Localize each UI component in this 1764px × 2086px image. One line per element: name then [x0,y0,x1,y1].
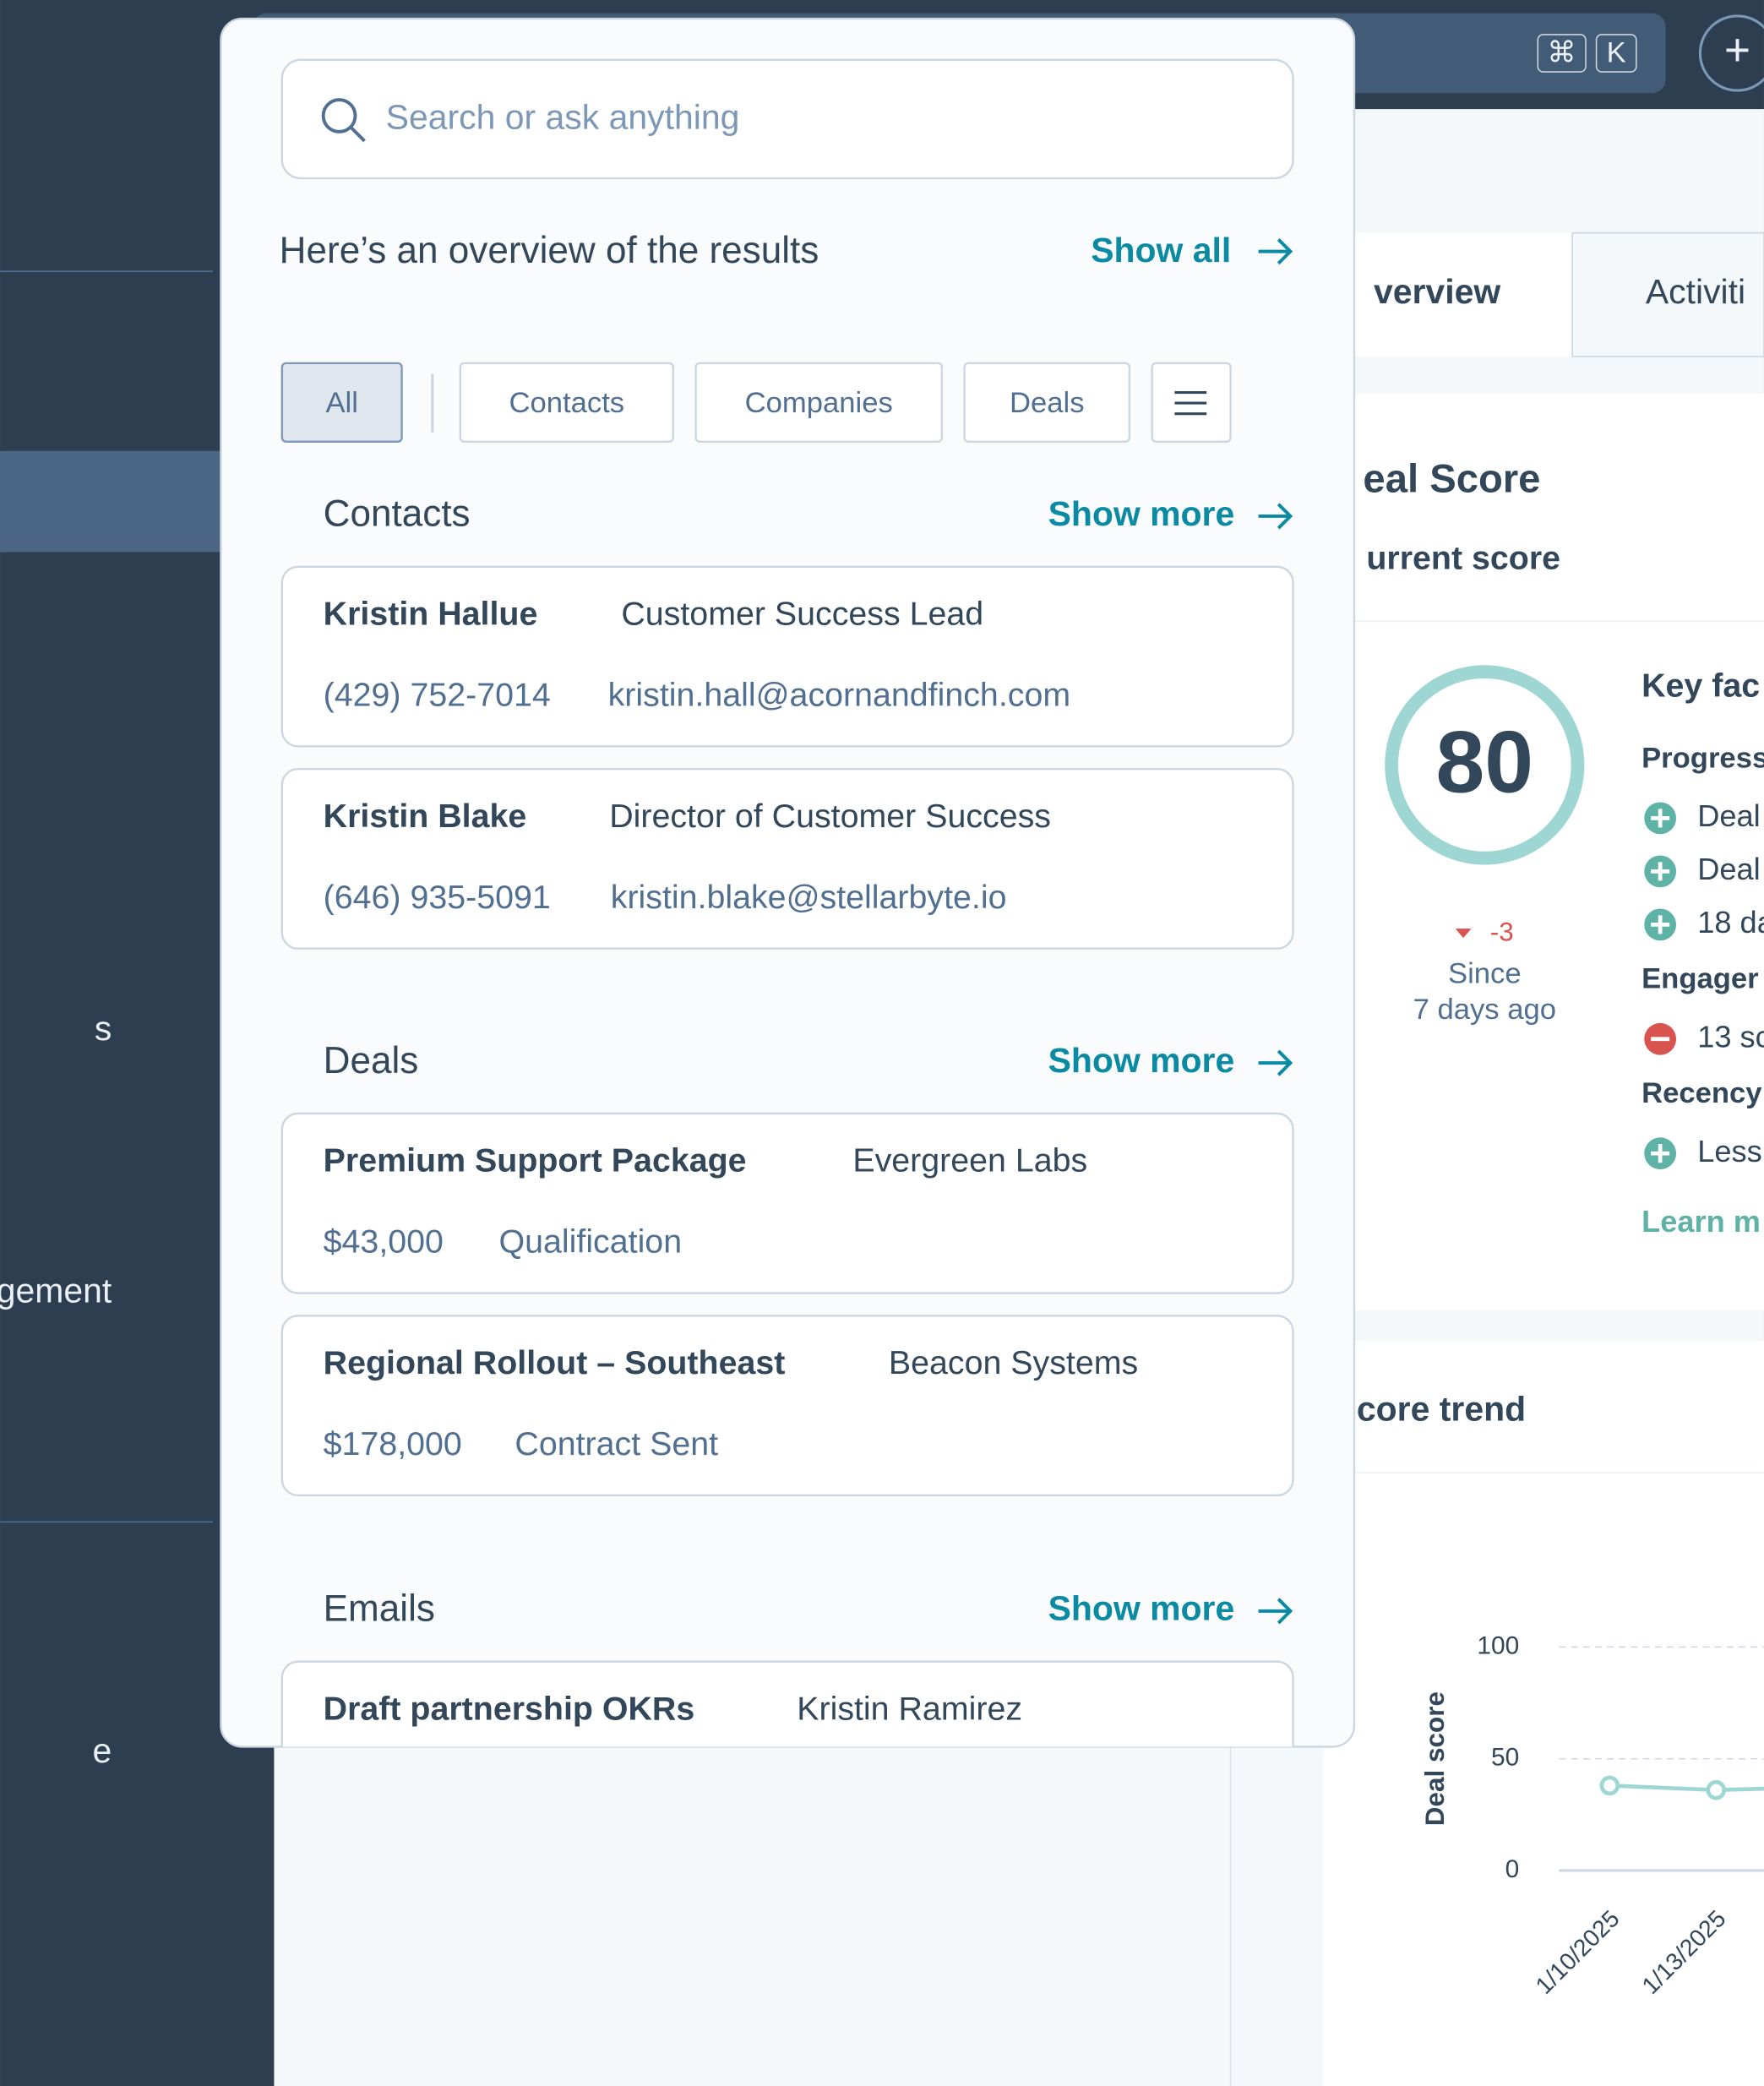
result-card[interactable] [280,1112,1294,1294]
search-icon [321,98,357,133]
search-icon [350,126,366,143]
y-tick-label: 50 [1491,1744,1519,1772]
axis-title: Deal score [1419,1691,1450,1826]
tab-label: Activiti [1646,272,1745,311]
result-meta: (429) 752-7014 [324,676,551,713]
add-button[interactable] [1698,14,1764,92]
result-name: Kristin Blake [324,798,527,835]
filter-label: Contacts [509,387,624,419]
factor: 18 da [1697,905,1764,940]
result-meta: Qualification [499,1223,683,1261]
results: All Contacts Companies Deals Contacts Show mo… [280,362,1294,1842]
result-card[interactable] [280,565,1294,748]
filter-label: Companies [745,387,893,419]
result-name: Premium Support Package [324,1142,747,1179]
result-detail: Customer Success Lead [621,595,983,632]
factor-group: Progress [1642,742,1764,774]
sidebar-item: gement [0,1271,112,1310]
card-subtitle: urrent score [1366,539,1560,576]
search-input[interactable] [280,58,1294,180]
result-detail: Beacon Systems [889,1344,1138,1381]
factor: 13 sc [1697,1019,1764,1054]
arrow-icon [1258,238,1293,265]
tab-label: verview [1374,272,1500,311]
arrow-icon [1258,1598,1293,1625]
factor: Deal [1697,798,1760,833]
trend-line [1609,1784,1717,1793]
add-icon: + [1724,25,1750,75]
factor: Less [1697,1134,1761,1168]
y-tick-label: 0 [1505,1855,1520,1883]
key-box [1595,34,1637,73]
result-meta: Contract Sent [514,1425,718,1462]
show-more-link: Show more [1048,494,1235,533]
learn-more-link: Learn m [1642,1204,1761,1239]
sidebar-item: s [95,1009,112,1048]
score: 80 [1436,714,1534,812]
factor-icon [1651,1144,1670,1163]
result-detail: Kristin Ramirez [797,1690,1022,1727]
card-title: core trend [1357,1389,1526,1428]
key: K [1607,37,1626,69]
result-detail: Evergreen Labs [852,1142,1087,1179]
filter-label: Deals [1010,387,1085,419]
score-ring [1385,665,1585,865]
filter-chip[interactable] [280,362,403,443]
result-meta: (646) 935-5091 [324,879,551,916]
y-tick-label: 100 [1477,1631,1519,1659]
arrow-icon [1258,503,1293,530]
key-box [1537,34,1587,73]
tab-active[interactable] [1353,232,1573,357]
result-card[interactable] [280,1315,1294,1497]
result-card[interactable] [280,1660,1294,1842]
section-title: Emails [324,1588,435,1630]
factor: Deal [1697,852,1760,886]
section-title: Deals [324,1040,419,1081]
factor-group: Recency [1642,1077,1762,1109]
result-meta: $43,000 [324,1223,444,1261]
factor-icon [1651,809,1670,828]
down-arrow [1455,929,1472,939]
factor-icon [1651,915,1670,934]
show-more-link: Show more [1048,1589,1235,1628]
section-title: Contacts [324,493,471,535]
trend-point [1599,1775,1620,1796]
key: ⌘ [1547,37,1576,69]
result-name: Draft partnership OKRs [324,1690,695,1727]
filter-chip[interactable] [459,362,674,443]
result-card[interactable] [280,767,1294,950]
factor-group: Engager [1642,963,1759,995]
arrow-icon [1258,1049,1293,1076]
trend-card [1323,1341,1764,2086]
result-name: Kristin Hallue [324,595,538,632]
overview-heading: Here’s an overview of the results [280,230,819,271]
card-title: eal Score [1363,456,1540,501]
since: Since [1448,957,1522,989]
filter-label: All [325,387,357,419]
search-placeholder: Search or ask anything [386,98,740,137]
score-change: -3 [1490,917,1514,947]
result-detail: Director of Customer Success [609,798,1051,835]
factor-icon [1651,862,1670,881]
show-more-link: Show more [1048,1041,1235,1080]
filter-chip[interactable] [694,362,944,443]
result-meta: $178,000 [324,1425,462,1462]
key-factors-title: Key fac [1642,667,1760,704]
filter-chip[interactable] [963,362,1131,443]
sliders-icon [1174,390,1207,416]
sidebar-item: e [93,1731,112,1770]
result-meta: kristin.hall@acornandfinch.com [608,676,1070,713]
sidebar-active [0,450,221,553]
result-name: Regional Rollout – Southeast [324,1344,786,1381]
show-all-link[interactable]: Show all [1091,231,1231,270]
trend-point [1706,1779,1727,1800]
tab[interactable] [1571,231,1764,357]
score-card [1323,394,1764,1310]
since: 7 days ago [1413,994,1556,1026]
result-meta: kristin.blake@stellarbyte.io [611,879,1007,916]
